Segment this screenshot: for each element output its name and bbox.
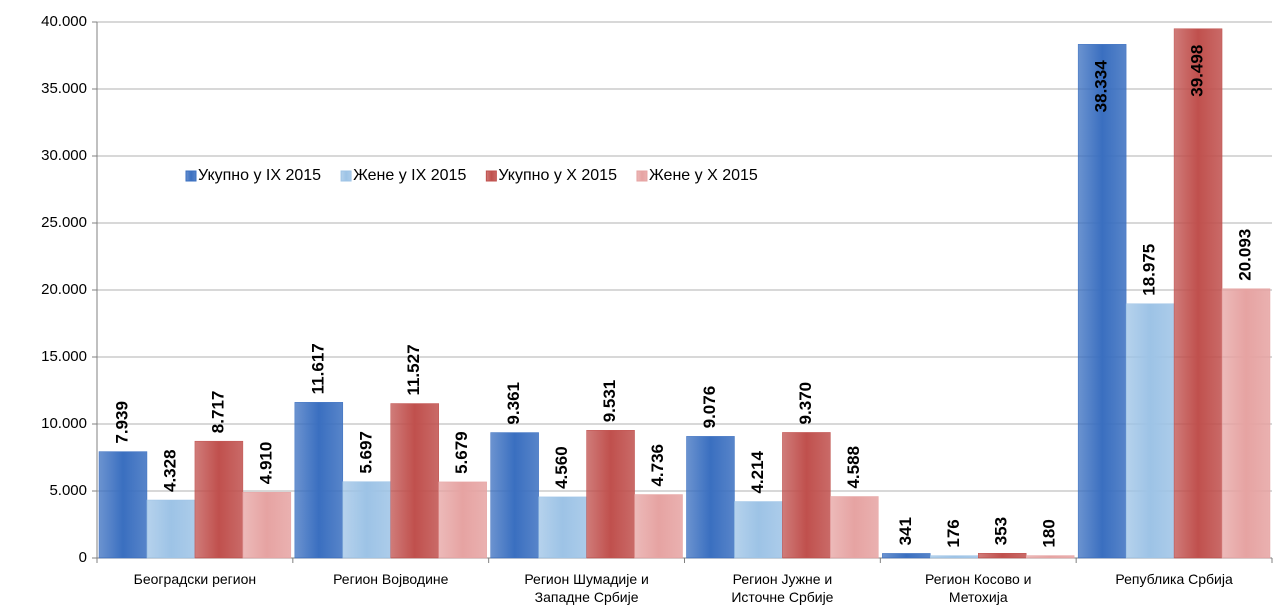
data-label: 353 (992, 517, 1011, 545)
bar (1173, 28, 1223, 559)
y-tick-label: 15.000 (41, 348, 87, 365)
x-tick-label: Регион Војводине (333, 571, 449, 587)
data-label: 4.588 (844, 446, 863, 489)
bar (490, 432, 539, 559)
data-label: 341 (896, 517, 915, 545)
bar (1125, 303, 1175, 559)
bar (242, 491, 292, 559)
y-tick-label: 0 (79, 549, 87, 566)
bar (538, 496, 587, 559)
legend-label: Жене у X 2015 (649, 167, 758, 184)
data-label: 9.370 (796, 382, 815, 425)
legend-label: Жене у IX 2015 (353, 167, 466, 184)
bar (830, 496, 879, 559)
x-tick-label: Регион Косово и Метохија (925, 571, 1032, 605)
data-label: 9.076 (700, 386, 719, 429)
legend-label: Укупно у X 2015 (498, 167, 617, 184)
data-label: 8.717 (208, 391, 227, 434)
bar (734, 501, 783, 559)
data-label: 11.527 (404, 344, 423, 395)
data-label: 9.531 (600, 380, 619, 423)
data-label: 9.361 (504, 382, 523, 425)
data-label: 4.328 (160, 449, 179, 492)
legend-swatch (485, 170, 497, 182)
data-label: 180 (1040, 519, 1059, 547)
bar (390, 403, 439, 559)
data-label: 176 (944, 519, 963, 547)
y-tick-label: 20.000 (41, 281, 87, 298)
bar (294, 402, 344, 559)
bar (930, 555, 979, 559)
x-tick-label: Регион Јужне и Источне Србије (731, 571, 833, 605)
y-tick-label: 40.000 (41, 13, 87, 30)
bar (586, 430, 635, 559)
bar (782, 432, 831, 559)
data-label: 39.498 (1188, 45, 1207, 97)
data-label: 4.910 (256, 442, 275, 485)
data-label: 5.697 (356, 431, 375, 474)
data-label: 20.093 (1236, 229, 1255, 281)
data-label: 18.975 (1140, 244, 1159, 296)
bar (634, 494, 683, 559)
data-label: 4.560 (552, 446, 571, 489)
data-label: 7.939 (112, 401, 131, 444)
bar (1221, 288, 1271, 559)
bar (882, 553, 931, 559)
data-label: 38.334 (1092, 60, 1111, 113)
x-tick-label: Регион Шумадије и Западне Србије (524, 571, 649, 605)
bar (1025, 555, 1075, 559)
legend-swatch (636, 170, 648, 182)
bar (1077, 44, 1127, 559)
bar (194, 440, 244, 559)
bar (342, 481, 391, 559)
data-label: 4.736 (648, 444, 667, 487)
y-tick-label: 5.000 (49, 482, 87, 499)
data-label: 11.617 (308, 343, 327, 394)
legend-swatch (185, 170, 197, 182)
bar (98, 451, 148, 559)
y-tick-label: 10.000 (41, 415, 87, 432)
y-tick-label: 25.000 (41, 214, 87, 231)
legend-swatch (340, 170, 352, 182)
y-tick-label: 35.000 (41, 80, 87, 97)
bar (146, 499, 196, 559)
bar (686, 436, 735, 559)
legend-label: Укупно у IX 2015 (198, 167, 321, 184)
x-tick-label: Београдски регион (134, 571, 256, 587)
x-tick-label: Република Србија (1115, 571, 1233, 587)
bar (978, 553, 1027, 559)
data-label: 4.214 (748, 450, 767, 493)
bar (438, 481, 487, 559)
data-label: 5.679 (452, 431, 471, 474)
y-tick-label: 30.000 (41, 147, 87, 164)
